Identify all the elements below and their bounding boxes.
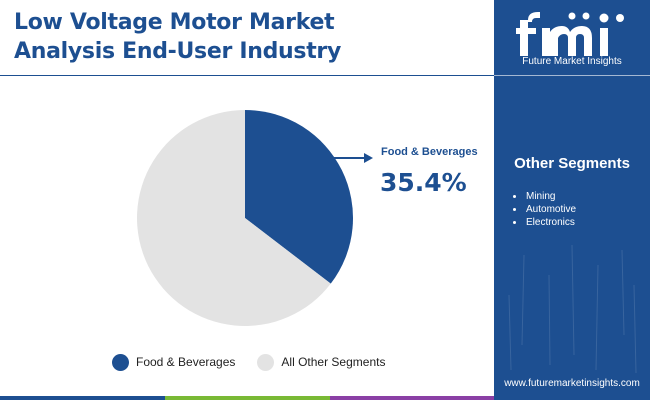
- legend-label-all-other-segments: All Other Segments: [281, 355, 386, 369]
- callout-label: Food & Beverages: [381, 146, 478, 158]
- legend-item-all-other-segments: All Other Segments: [257, 353, 386, 371]
- title-divider: [0, 75, 494, 76]
- bottom-color-bar: [0, 396, 494, 400]
- bottom-bar-purple: [330, 396, 494, 400]
- segment-item-electronics: Electronics: [512, 216, 576, 229]
- other-segments-title: Other Segments: [514, 155, 630, 172]
- panel-divider: [494, 75, 650, 76]
- legend-label-food-beverages: Food & Beverages: [136, 355, 236, 369]
- decorative-lines: [508, 244, 637, 374]
- pie-slice-all-other-segments: [137, 110, 331, 326]
- side-panel: Future Market Insights Other Segments Mi…: [494, 0, 650, 400]
- fmi-logo-icon: [516, 12, 624, 56]
- callout-value: 35.4%: [380, 168, 467, 197]
- pie-slice-food-beverages: [245, 110, 353, 284]
- pie-chart: [137, 110, 373, 326]
- brand-name: Future Market Insights: [522, 56, 622, 67]
- chart-legend: Food & Beverages All Other Segments: [112, 353, 407, 371]
- chart-title: Low Voltage Motor Market Analysis End-Us…: [14, 8, 484, 66]
- other-segments-list: Mining Automotive Electronics: [512, 190, 576, 229]
- legend-swatch-all-other-segments: [257, 353, 275, 371]
- bottom-bar-blue: [0, 396, 165, 400]
- legend-item-food-beverages: Food & Beverages: [112, 353, 236, 371]
- website-link[interactable]: www.futuremarketinsights.com: [504, 378, 640, 389]
- segment-item-automotive: Automotive: [512, 203, 576, 216]
- title-line-2: Analysis End-User Industry: [14, 39, 342, 64]
- legend-swatch-food-beverages: [112, 353, 129, 371]
- segment-item-mining: Mining: [512, 190, 576, 203]
- brand-logo[interactable]: Future Market Insights: [494, 0, 650, 75]
- bottom-bar-green: [165, 396, 330, 400]
- callout-arrow-icon: [333, 153, 373, 163]
- title-line-1: Low Voltage Motor Market: [14, 10, 335, 35]
